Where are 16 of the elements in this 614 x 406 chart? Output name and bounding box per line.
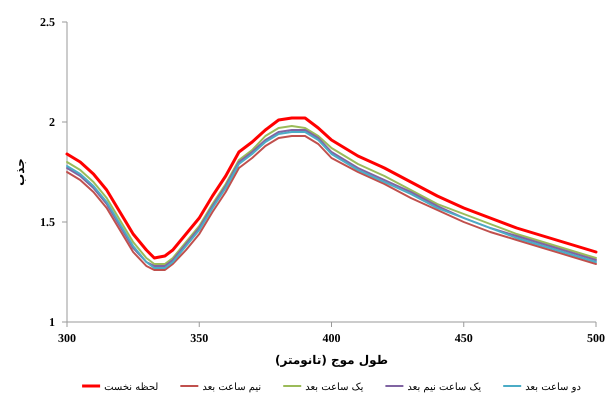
- legend-label: نیم ساعت بعد: [202, 382, 262, 393]
- y-axis-title: جذب: [13, 158, 27, 186]
- y-tick-label: 1: [49, 315, 55, 329]
- legend-label: دو ساعت بعد: [525, 382, 581, 393]
- x-tick-label: 450: [454, 331, 473, 345]
- y-tick-label: 2.5: [40, 15, 55, 29]
- legend-label: یک ساعت نیم بعد: [407, 382, 482, 393]
- x-axis-title: طول موج (تانومتر): [275, 353, 388, 367]
- legend-label: یک ساعت بعد: [305, 382, 364, 393]
- x-tick-label: 300: [58, 331, 76, 345]
- y-tick-label: 1.5: [40, 215, 55, 229]
- x-tick-label: 500: [587, 331, 605, 345]
- x-tick-label: 350: [190, 331, 208, 345]
- y-tick-label: 2: [49, 115, 55, 129]
- x-tick-label: 400: [322, 331, 340, 345]
- legend-label: لحظه نخست: [104, 382, 158, 393]
